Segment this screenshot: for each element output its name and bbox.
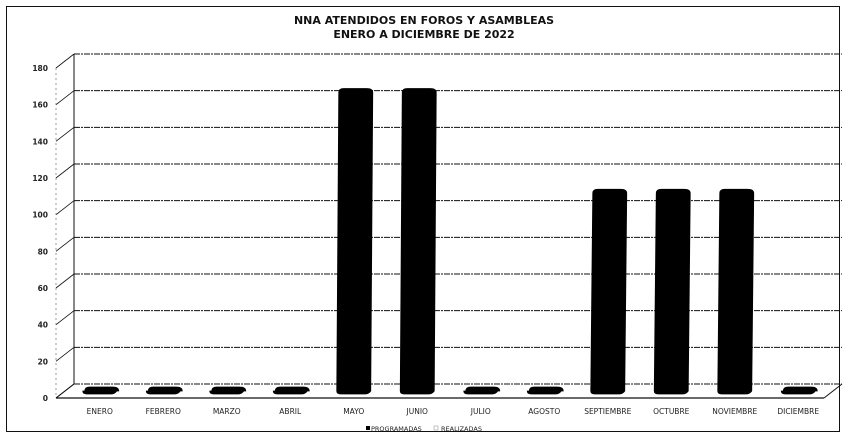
- floor-right-edge: [823, 383, 843, 399]
- bar-mayo: [336, 88, 374, 395]
- gridlines: [55, 53, 842, 399]
- y-tick-label: 20: [38, 357, 48, 366]
- bar-octubre: [653, 188, 691, 395]
- chart-title: NNA ATENDIDOS EN FOROS Y ASAMBLEAS ENERO…: [294, 14, 554, 41]
- bar-marzo: [209, 386, 247, 395]
- x-category-label: NOVIEMBRE: [712, 407, 757, 416]
- bar-febrero: [145, 386, 183, 395]
- x-category-label: MARZO: [213, 407, 241, 416]
- gridline-wall: [55, 90, 75, 105]
- bar-junio: [399, 88, 437, 395]
- bar-julio: [463, 386, 501, 395]
- bar-noviembre: [717, 188, 755, 395]
- y-tick-label: 160: [32, 101, 48, 110]
- x-category-label: OCTUBRE: [653, 407, 690, 416]
- bar-diciembre: [780, 386, 818, 395]
- gridline-wall: [55, 163, 75, 179]
- x-axis-categories: ENERO FEBRERO MARZO ABRIL MAYO JUNIO JULIO AGOS…: [87, 407, 820, 416]
- bar-abril: [272, 386, 310, 395]
- x-category-label: ABRIL: [279, 407, 302, 416]
- x-category-label: AGOSTO: [528, 407, 560, 416]
- legend-label-realizadas: REALIZADAS: [441, 425, 482, 433]
- axes: [55, 54, 843, 399]
- bar-septiembre: [590, 188, 628, 395]
- x-category-label: ENERO: [87, 407, 113, 416]
- x-category-label: DICIEMBRE: [777, 407, 819, 416]
- gridline-wall: [55, 53, 75, 69]
- chart-title-line-1: NNA ATENDIDOS EN FOROS Y ASAMBLEAS: [294, 14, 554, 27]
- bar-agosto: [526, 386, 564, 395]
- legend-label-programadas: PROGRAMADAS: [371, 425, 422, 433]
- gridline-wall: [55, 237, 75, 252]
- x-category-label: MAYO: [343, 407, 364, 416]
- y-tick-label: 180: [32, 64, 48, 73]
- y-tick-label: 120: [32, 174, 48, 183]
- y-tick-label: 0: [43, 394, 48, 403]
- y-axis-ticks: 0 20 40 60 80 100 120 140 160 180: [32, 64, 48, 403]
- x-category-label: JUNIO: [406, 407, 429, 416]
- gridline-wall: [55, 273, 75, 289]
- x-category-label: JULIO: [470, 407, 491, 416]
- floor-left-edge: [55, 383, 75, 399]
- legend-swatch-realizadas: [433, 425, 439, 431]
- x-category-label: SEPTIEMBRE: [584, 407, 631, 416]
- chart-title-line-2: ENERO A DICIEMBRE DE 2022: [333, 28, 514, 41]
- gridline-wall: [55, 127, 75, 142]
- y-tick-label: 100: [32, 211, 48, 220]
- legend-swatch-programadas: [366, 426, 370, 430]
- y-tick-label: 140: [32, 137, 48, 146]
- gridline-wall: [55, 200, 75, 215]
- bars: [82, 88, 818, 395]
- y-tick-label: 80: [38, 247, 48, 256]
- x-category-label: FEBRERO: [146, 407, 181, 416]
- gridline-wall: [55, 310, 75, 325]
- bar-enero: [82, 386, 120, 395]
- y-tick-label: 60: [38, 284, 48, 293]
- gridline-wall: [55, 347, 75, 362]
- y-tick-label: 40: [38, 321, 48, 330]
- legend: PROGRAMADAS REALIZADAS: [366, 425, 482, 433]
